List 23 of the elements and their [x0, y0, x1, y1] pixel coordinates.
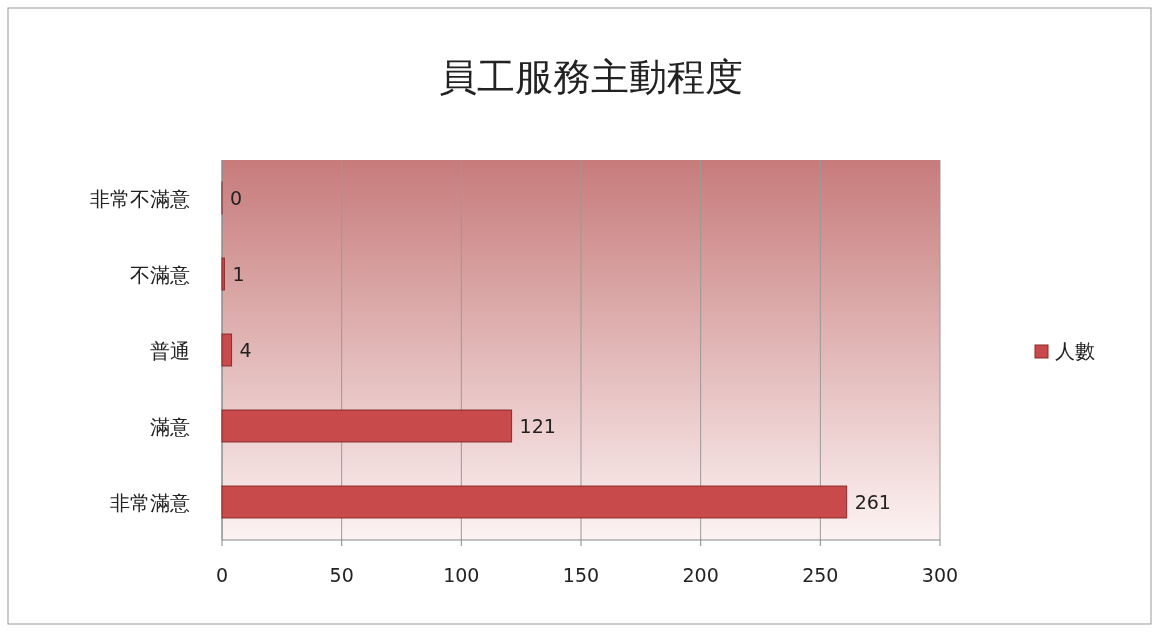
bar	[221, 485, 848, 519]
x-tick-label: 50	[329, 564, 354, 586]
bar	[221, 257, 225, 291]
data-label: 4	[239, 339, 252, 361]
data-label: 0	[230, 187, 243, 209]
data-label: 261	[854, 491, 891, 513]
chart-title: 員工服務主動程度	[439, 55, 743, 99]
x-tick-label: 0	[215, 564, 229, 586]
x-tick-label: 200	[682, 564, 719, 586]
data-label: 1	[232, 263, 245, 285]
y-tick-label: 普通	[150, 339, 190, 363]
bar	[221, 333, 233, 367]
x-tick-label: 150	[562, 564, 600, 586]
x-tick-label: 300	[921, 564, 959, 586]
y-tick-label: 非常滿意	[110, 491, 190, 515]
bar	[221, 409, 513, 443]
data-label: 121	[519, 415, 556, 437]
x-tick-label: 100	[443, 564, 480, 586]
y-tick-label: 滿意	[150, 415, 190, 439]
y-tick-label: 非常不滿意	[90, 187, 190, 211]
y-tick-label: 不滿意	[130, 263, 190, 287]
x-tick-label: 250	[802, 564, 839, 586]
legend-label: 人數	[1055, 339, 1095, 363]
